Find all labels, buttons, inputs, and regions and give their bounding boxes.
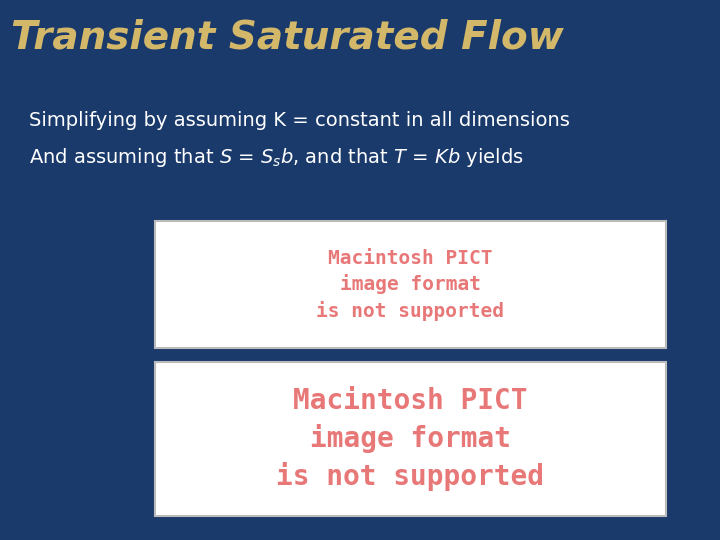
Text: Macintosh PICT
image format
is not supported: Macintosh PICT image format is not suppo…: [276, 387, 544, 491]
Text: And assuming that $S$ = $S_s b$, and that $T$ = $Kb$ yields: And assuming that $S$ = $S_s b$, and tha…: [29, 146, 523, 169]
FancyBboxPatch shape: [155, 362, 666, 516]
Text: Macintosh PICT
image format
is not supported: Macintosh PICT image format is not suppo…: [316, 249, 505, 321]
FancyBboxPatch shape: [155, 221, 666, 348]
Text: Simplifying by assuming K = constant in all dimensions: Simplifying by assuming K = constant in …: [29, 111, 570, 130]
Text: Transient Saturated Flow: Transient Saturated Flow: [11, 19, 564, 57]
